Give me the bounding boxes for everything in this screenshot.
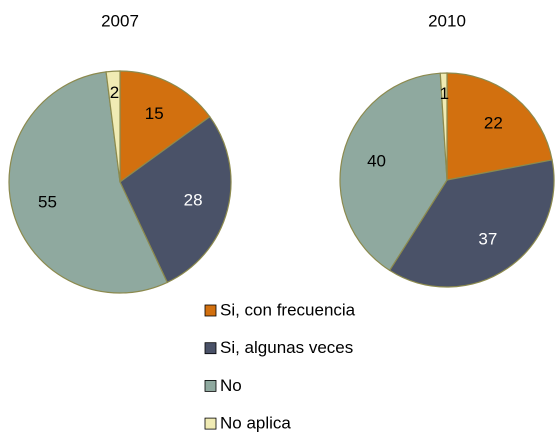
- legend-swatch: [204, 304, 217, 317]
- legend-label: Si, con frecuencia: [220, 300, 356, 319]
- data-label: 28: [184, 190, 203, 209]
- pie-slice: [446, 72, 553, 181]
- legend-label: No aplica: [220, 414, 291, 433]
- legend-label: Si, algunas veces: [220, 338, 353, 357]
- legend-swatch: [204, 417, 217, 430]
- data-label: 15: [145, 104, 164, 123]
- pie-slice: [439, 72, 448, 181]
- legend-swatch: [204, 342, 217, 355]
- pie-slice: [119, 70, 211, 184]
- pie-slice: [105, 70, 121, 183]
- pie-slice: [388, 159, 555, 288]
- pie-slice: [8, 71, 169, 294]
- data-label: 1: [440, 84, 449, 103]
- data-label: 22: [484, 113, 503, 132]
- data-label: 37: [478, 230, 497, 249]
- data-label: 2: [110, 83, 119, 102]
- legend-label: No: [220, 376, 242, 395]
- pie-slice: [339, 72, 448, 272]
- chart-title: 2007: [101, 11, 139, 30]
- data-label: 55: [38, 193, 57, 212]
- pie-slice: [119, 115, 232, 284]
- legend-swatch: [204, 379, 217, 392]
- data-label: 40: [367, 151, 386, 170]
- chart-title: 2010: [428, 11, 466, 30]
